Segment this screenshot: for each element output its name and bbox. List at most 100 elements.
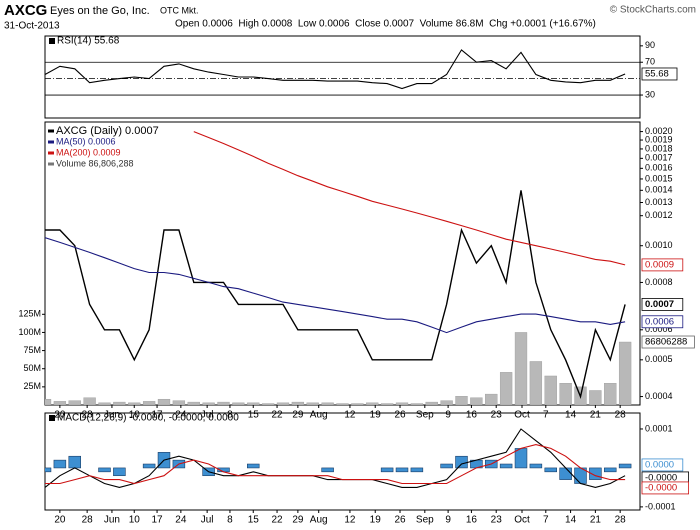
volume-bar [514,332,528,405]
volume-bar [128,402,141,405]
histogram-bar [113,467,126,477]
x-tick-label: 19 [370,410,382,421]
x-tick-label: Jul [201,410,214,421]
histogram-bar [603,467,617,473]
histogram-bar [98,467,111,473]
x-tick-label: 28 [82,515,94,526]
legend-swatch [49,415,55,421]
x-tick-label: Aug [310,410,328,421]
plot-area [45,428,632,488]
x-tick-label: 16 [466,515,478,526]
y-tick-label: 70 [645,57,655,67]
y2-tick-label: 100M [18,327,41,337]
series-line [45,190,626,399]
histogram-bar [53,459,67,469]
histogram-bar [544,467,557,473]
y-tick-label: 0.0001 [645,423,673,433]
x-tick-label: 14 [565,410,577,421]
panel-title: MACD(12,26,9) -0.0000, -0.0000, 0.0000 [57,413,239,424]
volume-bar [45,398,52,405]
volume-bar [485,393,498,405]
histogram-bar [529,463,543,469]
volume-bar [53,401,67,405]
x-tick-label: Oct [514,410,530,421]
x-tick-label: Jul [201,515,214,526]
histogram-bar [440,463,453,469]
volume-bar [232,402,245,405]
x-tick-label: Sep [416,410,434,421]
x-tick-label: 22 [271,410,283,421]
x-tick-label: 15 [248,410,260,421]
histogram-bar [455,455,468,469]
volume-bar [291,401,305,405]
x-tick-label: 15 [248,515,260,526]
y-tick-label: 0.0006 [645,324,673,334]
x-tick-label: Jun [104,515,120,526]
value-tag-box [641,458,684,472]
legend-swatch [49,38,55,44]
histogram-bar [45,467,52,473]
x-tick-label: 24 [175,515,187,526]
x-tick-label: 17 [151,515,163,526]
volume-bar [395,402,409,405]
legend-label: MA(50) 0.0006 [56,136,116,146]
legend-label: MA(200) 0.0009 [56,147,121,157]
y-tick-label: 0.0004 [645,391,673,401]
histogram-bar [589,467,602,480]
value-tag: 0.0000 [645,459,674,470]
x-tick-label: 14 [565,515,577,526]
y-tick-label: -0.0001 [645,501,676,511]
value-tag: 0.0009 [645,259,674,270]
legend-label: AXCG (Daily) 0.0007 [56,125,159,137]
histogram-bar [395,467,409,473]
macd-frame [44,412,641,511]
value-tag-box [641,67,678,81]
x-tick-label: Jun [104,410,120,421]
histogram-bar [247,463,260,469]
y2-tick-label: 75M [23,345,41,355]
x-tick-label: 23 [491,515,503,526]
volume-bar [589,390,602,405]
value-tag: -0.0000 [645,482,677,493]
series-line [45,237,626,334]
histogram-bar [499,463,513,469]
x-tick-label: 12 [344,410,356,421]
y2-tick-label: 25M [23,381,41,391]
value-tag-box [641,315,684,329]
quote: Open 0.0006 High 0.0008 Low 0.0006 Close… [175,19,596,30]
histogram-bar [514,448,528,469]
value-tag-box [641,481,689,495]
volume-bar [470,397,483,405]
volume-bar [98,402,111,405]
plot-area [45,49,640,96]
value-tag: 86806288 [645,337,687,348]
x-tick-label: 23 [491,410,503,421]
histogram-bar [68,455,82,469]
x-tick-label: 28 [615,515,627,526]
y-tick-label: 0.0013 [645,197,673,207]
volume-bar [142,401,156,405]
value-tag-box [641,298,684,311]
volume-bar [604,383,617,405]
company: Eyes on the Go, Inc. [50,5,150,17]
volume-bar [157,398,171,405]
histogram-bar [618,463,632,469]
volume-bar [247,402,260,405]
x-tick-label: 21 [590,410,602,421]
y-tick-label: 0.0018 [645,143,673,153]
value-tag: 0.0006 [645,316,674,327]
value-tag-box [641,335,695,349]
volume-bar [529,361,543,405]
volume-bar [499,372,513,405]
y-tick-label: 0.0016 [645,163,673,173]
y-tick-label: 0.0015 [645,173,673,183]
x-tick-label: Sep [416,515,434,526]
y-tick-label: 0.0012 [645,210,673,220]
volume-bar [83,397,96,405]
value-tag: -0.0000 [645,472,677,483]
value-tag-box [641,258,684,272]
histogram-bar [321,467,334,473]
volume-bar [559,383,572,405]
